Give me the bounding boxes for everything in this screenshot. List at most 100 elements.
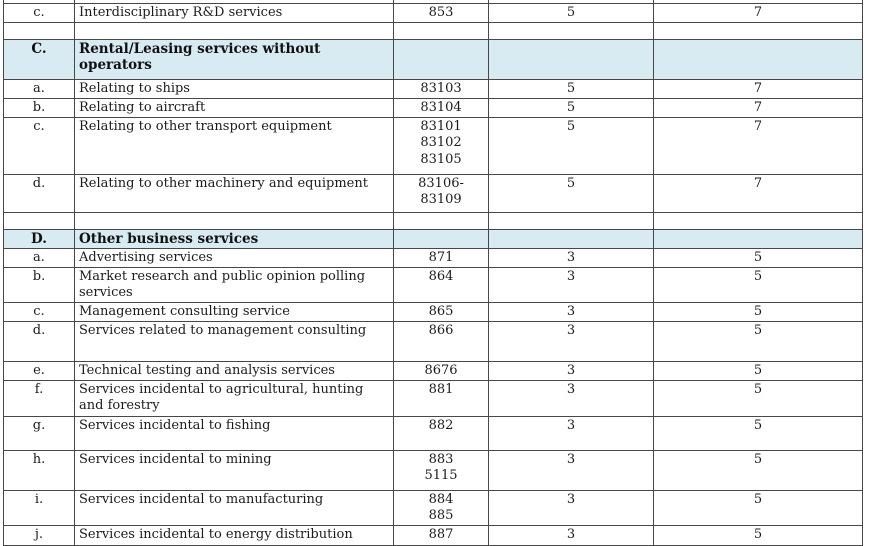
- item-letter: j.: [3, 524, 75, 546]
- cpc-code: 881: [393, 379, 489, 417]
- value-column-1: [488, 21, 654, 40]
- value-column-2: 7: [653, 3, 863, 23]
- item-letter: b.: [3, 266, 75, 303]
- value-column-2: 5: [653, 449, 863, 491]
- table-row: [3, 21, 863, 40]
- value-column-1: 5: [488, 116, 654, 175]
- item-letter: b.: [3, 97, 75, 118]
- service-description: Services related to management consultin…: [74, 320, 394, 362]
- item-letter: d.: [3, 320, 75, 362]
- service-description: Relating to other machinery and equipmen…: [74, 173, 394, 213]
- table-row: d. Relating to other machinery and equip…: [3, 173, 863, 213]
- cpc-code: 884 885: [393, 489, 489, 526]
- value-column-1: 3: [488, 489, 654, 526]
- value-column-1: 3: [488, 247, 654, 268]
- service-description: Market research and public opinion polli…: [74, 266, 394, 303]
- value-column-2: 5: [653, 301, 863, 322]
- cpc-code: 883 5115: [393, 449, 489, 491]
- item-letter: d.: [3, 173, 75, 213]
- value-column-1: 5: [488, 97, 654, 118]
- service-description: Technical testing and analysis services: [74, 360, 394, 381]
- table-row: e. Technical testing and analysis servic…: [3, 360, 863, 381]
- service-description: Advertising services: [74, 247, 394, 268]
- cpc-code: [393, 211, 489, 230]
- value-column-1: 3: [488, 415, 654, 451]
- table-row: b. Market research and public opinion po…: [3, 266, 863, 303]
- item-letter: [3, 21, 75, 40]
- table-row: d. Services related to management consul…: [3, 320, 863, 362]
- service-description: Services incidental to fishing: [74, 415, 394, 451]
- value-column-2: [653, 211, 863, 230]
- item-letter: C.: [3, 38, 75, 80]
- value-column-1: 3: [488, 301, 654, 322]
- value-column-1: 3: [488, 266, 654, 303]
- cpc-code: 865: [393, 301, 489, 322]
- cpc-code: 8676: [393, 360, 489, 381]
- value-column-2: 5: [653, 320, 863, 362]
- service-description: Relating to ships: [74, 78, 394, 99]
- value-column-2: [653, 228, 863, 249]
- cpc-code: 864: [393, 266, 489, 303]
- cpc-code: [393, 21, 489, 40]
- item-letter: i.: [3, 489, 75, 526]
- service-description: Services incidental to manufacturing: [74, 489, 394, 526]
- value-column-1: 5: [488, 173, 654, 213]
- cpc-code: 83106- 83109: [393, 173, 489, 213]
- value-column-1: 3: [488, 320, 654, 362]
- cpc-code: 83104: [393, 97, 489, 118]
- table-row: h. Services incidental to mining 883 511…: [3, 449, 863, 491]
- value-column-2: 5: [653, 489, 863, 526]
- table-row: C. Rental/Leasing services without opera…: [3, 38, 863, 80]
- table-row: c. Management consulting service 865 3 5: [3, 301, 863, 322]
- item-letter: c.: [3, 301, 75, 322]
- item-letter: [3, 211, 75, 230]
- item-letter: f.: [3, 379, 75, 417]
- value-column-2: 7: [653, 78, 863, 99]
- value-column-2: 7: [653, 173, 863, 213]
- value-column-1: [488, 211, 654, 230]
- service-description: Management consulting service: [74, 301, 394, 322]
- service-description: Relating to other transport equipment: [74, 116, 394, 175]
- service-description: Services incidental to energy distributi…: [74, 524, 394, 546]
- item-letter: c.: [3, 3, 75, 23]
- table-row: D. Other business services: [3, 228, 863, 249]
- cpc-code: [393, 228, 489, 249]
- table-row: c. Relating to other transport equipment…: [3, 116, 863, 175]
- item-letter: c.: [3, 116, 75, 175]
- cpc-code: 83101 83102 83105: [393, 116, 489, 175]
- service-description: Rental/Leasing services without operator…: [74, 38, 394, 80]
- table-row: [3, 211, 863, 230]
- table-row: a. Advertising services 871 3 5: [3, 247, 863, 268]
- value-column-2: [653, 0, 863, 4]
- service-description: [74, 21, 394, 40]
- service-description: Other business services: [74, 228, 394, 249]
- table-row: j. Services incidental to energy distrib…: [3, 524, 863, 546]
- table-row: f. Services incidental to agricultural, …: [3, 379, 863, 417]
- cpc-code: 871: [393, 247, 489, 268]
- value-column-2: 5: [653, 415, 863, 451]
- service-description: Services incidental to mining: [74, 449, 394, 491]
- value-column-1: 5: [488, 78, 654, 99]
- cpc-code: 853: [393, 3, 489, 23]
- cpc-code: 866: [393, 320, 489, 362]
- value-column-1: 3: [488, 379, 654, 417]
- item-letter: h.: [3, 449, 75, 491]
- service-description: Interdisciplinary R&D services: [74, 3, 394, 23]
- table-row: g. Services incidental to fishing 882 3 …: [3, 415, 863, 451]
- table-body: humanities c. Interdisciplinary R&D serv…: [3, 0, 863, 546]
- item-letter: a.: [3, 78, 75, 99]
- value-column-1: 3: [488, 360, 654, 381]
- cpc-code: [393, 38, 489, 80]
- service-description: Services incidental to agricultural, hun…: [74, 379, 394, 417]
- value-column-1: [488, 38, 654, 80]
- services-schedule-table: humanities c. Interdisciplinary R&D serv…: [3, 0, 863, 546]
- cpc-code: 887: [393, 524, 489, 546]
- value-column-1: 5: [488, 3, 654, 23]
- table-row: humanities: [3, 0, 863, 4]
- value-column-2: 5: [653, 524, 863, 546]
- cpc-code: 83103: [393, 78, 489, 99]
- value-column-2: 5: [653, 360, 863, 381]
- service-description: [74, 211, 394, 230]
- value-column-2: 7: [653, 97, 863, 118]
